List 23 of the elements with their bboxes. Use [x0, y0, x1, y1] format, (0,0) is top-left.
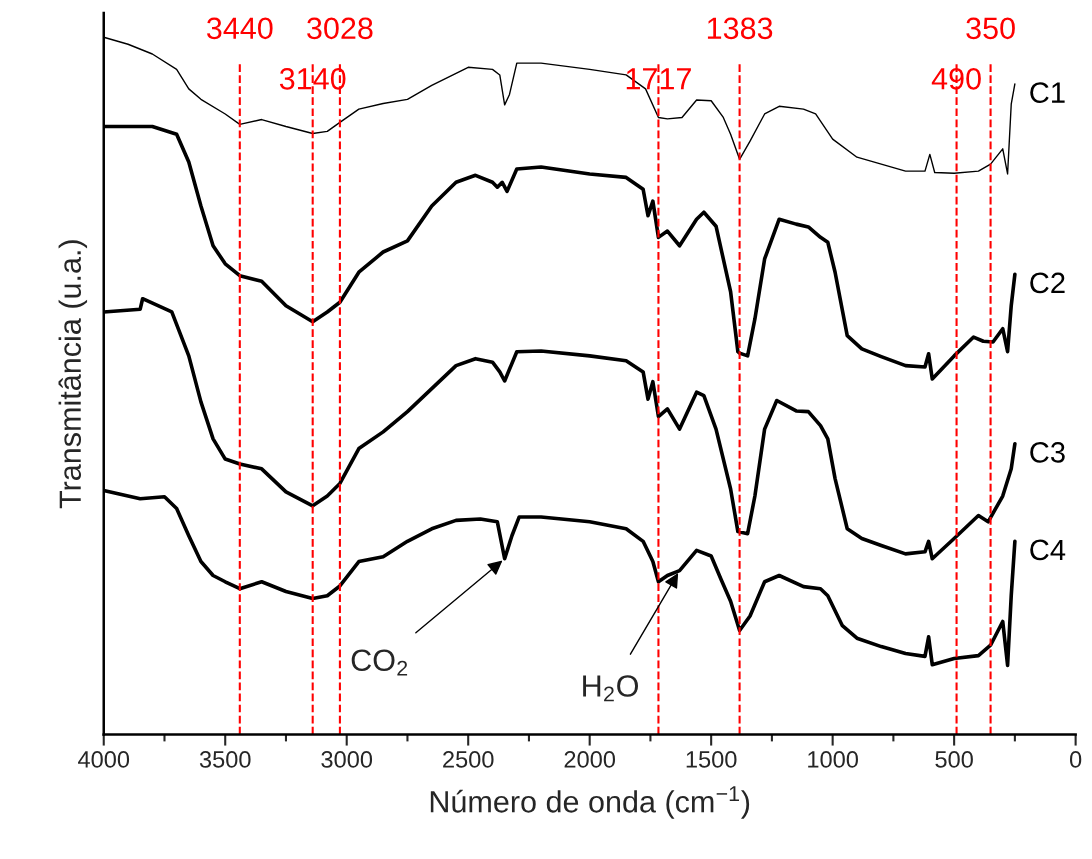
- y-axis-title: Transmitância (u.a.): [58, 240, 88, 509]
- x-tick-label: 1500: [686, 751, 737, 768]
- ref-line-label: 350: [966, 17, 1015, 40]
- ref-line-label: 490: [931, 68, 981, 90]
- annotation: H$_{2}$O: [583, 675, 639, 702]
- x-tick-label: 2000: [564, 751, 616, 768]
- x-tick-label: 500: [935, 751, 973, 768]
- x-axis-title: Número de onda (cm$^{−1}$): [430, 786, 750, 819]
- series-label: C2: [1030, 272, 1065, 294]
- series-label: C1: [1030, 82, 1065, 103]
- x-tick-label: 3000: [321, 751, 373, 768]
- series-label: C4: [1030, 539, 1066, 561]
- series-label: C3: [1030, 442, 1065, 463]
- x-tick-label: 3500: [199, 751, 251, 768]
- ref-line-label: 3140: [279, 68, 346, 90]
- annotation: CO$_{2}$: [351, 649, 408, 676]
- x-tick-label: 1000: [808, 751, 858, 768]
- ref-line-label: 3440: [206, 17, 273, 40]
- ref-line-label: 3028: [307, 17, 373, 40]
- x-tick-label: 0: [1069, 751, 1082, 768]
- x-tick-label: 4000: [78, 751, 130, 768]
- x-tick-label: 2500: [443, 751, 494, 768]
- ref-line-label: 1383: [707, 17, 773, 40]
